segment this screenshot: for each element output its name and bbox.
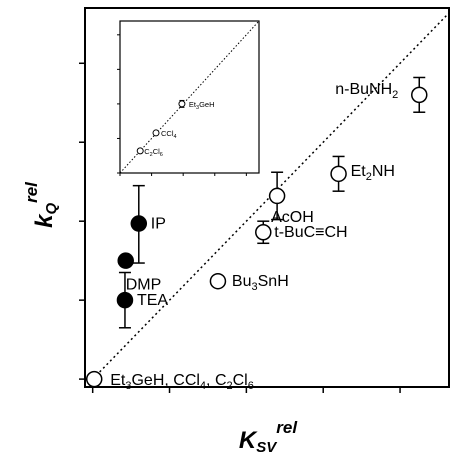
y-axis-label: kQrel <box>22 181 60 228</box>
data-label: DMP <box>126 277 162 294</box>
inset-data-label: CCl4 <box>161 129 177 140</box>
data-label-text: DMP <box>126 277 162 294</box>
data-label: IP <box>151 216 166 233</box>
data-label-text: , C <box>206 372 226 389</box>
open-data-point <box>85 370 103 388</box>
y-axis-label-main: k <box>31 213 58 228</box>
data-label-text: Et <box>351 163 367 180</box>
data-label: TEA <box>137 292 168 309</box>
inset-reference-line <box>119 20 260 174</box>
open-data-point <box>268 187 286 205</box>
data-label-text: AcOH <box>271 209 314 226</box>
inset-open-data-point <box>136 147 144 155</box>
inset-open-data-point <box>178 100 186 108</box>
inset-label-subscript: 4 <box>174 134 177 140</box>
data-label: t-BuC≡CH <box>274 224 347 241</box>
y-axis-label-group: kQrel <box>22 181 60 228</box>
filled-data-point <box>117 252 134 269</box>
inset-label-text: CCl <box>161 129 174 138</box>
data-label-subscript: 2 <box>366 171 372 183</box>
data-label-text: IP <box>151 216 166 233</box>
data-label-text: GeH, CCl <box>131 372 199 389</box>
inset-label-text: C <box>144 147 150 156</box>
data-label: AcOH <box>271 209 314 226</box>
x-axis-label-main: K <box>239 427 258 452</box>
open-data-point <box>209 272 227 290</box>
data-label-subscript: 4 <box>200 380 206 392</box>
x-axis-label: KSV rel <box>239 418 298 452</box>
main-plot-frame <box>84 7 450 388</box>
data-label-subscript: 2 <box>392 89 398 101</box>
inset-open-data-point <box>152 129 160 137</box>
open-data-point <box>255 223 272 241</box>
filled-data-point <box>116 291 134 309</box>
inset-label-text: GeH <box>199 100 214 109</box>
data-label-text: t-BuC≡CH <box>274 224 347 241</box>
inset-data-label: Et3GeH <box>189 100 215 111</box>
data-label-subscript: 3 <box>252 281 258 293</box>
data-label: n-BuNH2 <box>335 81 398 101</box>
data-label-text: TEA <box>137 292 168 309</box>
data-label-subscript: 6 <box>248 380 254 392</box>
y-axis-label-sup: rel <box>22 181 41 203</box>
data-label-text: Et <box>110 372 126 389</box>
data-label-text: NH <box>372 163 395 180</box>
data-label: Bu3SnH <box>232 273 289 293</box>
inset-data-label: C2Cl6 <box>144 147 163 158</box>
inset-label-subscript: 6 <box>160 152 163 158</box>
inset-label-subscript: 2 <box>150 152 153 158</box>
inset-label-text: Et <box>189 100 197 109</box>
x-axis-label-sup: rel <box>276 418 298 437</box>
open-data-point <box>411 86 428 104</box>
data-label-text: n-BuNH <box>335 81 392 98</box>
data-label-subscript: 3 <box>125 380 131 392</box>
data-label-text: SnH <box>258 273 289 290</box>
data-label-text: Bu <box>232 273 252 290</box>
y-axis-label-sub: Q <box>43 203 60 215</box>
data-label: Et2NH <box>351 163 395 183</box>
data-label: Et3GeH, CCl4, C2Cl6 <box>110 372 254 392</box>
inset-label-subscript: 3 <box>196 105 199 111</box>
inset-label-text: Cl <box>153 147 160 156</box>
data-label-subscript: 2 <box>227 380 233 392</box>
filled-data-point <box>130 215 148 232</box>
x-axis-label-sub: SV <box>256 439 278 452</box>
open-data-point <box>330 165 347 183</box>
data-label-text: Cl <box>233 372 248 389</box>
